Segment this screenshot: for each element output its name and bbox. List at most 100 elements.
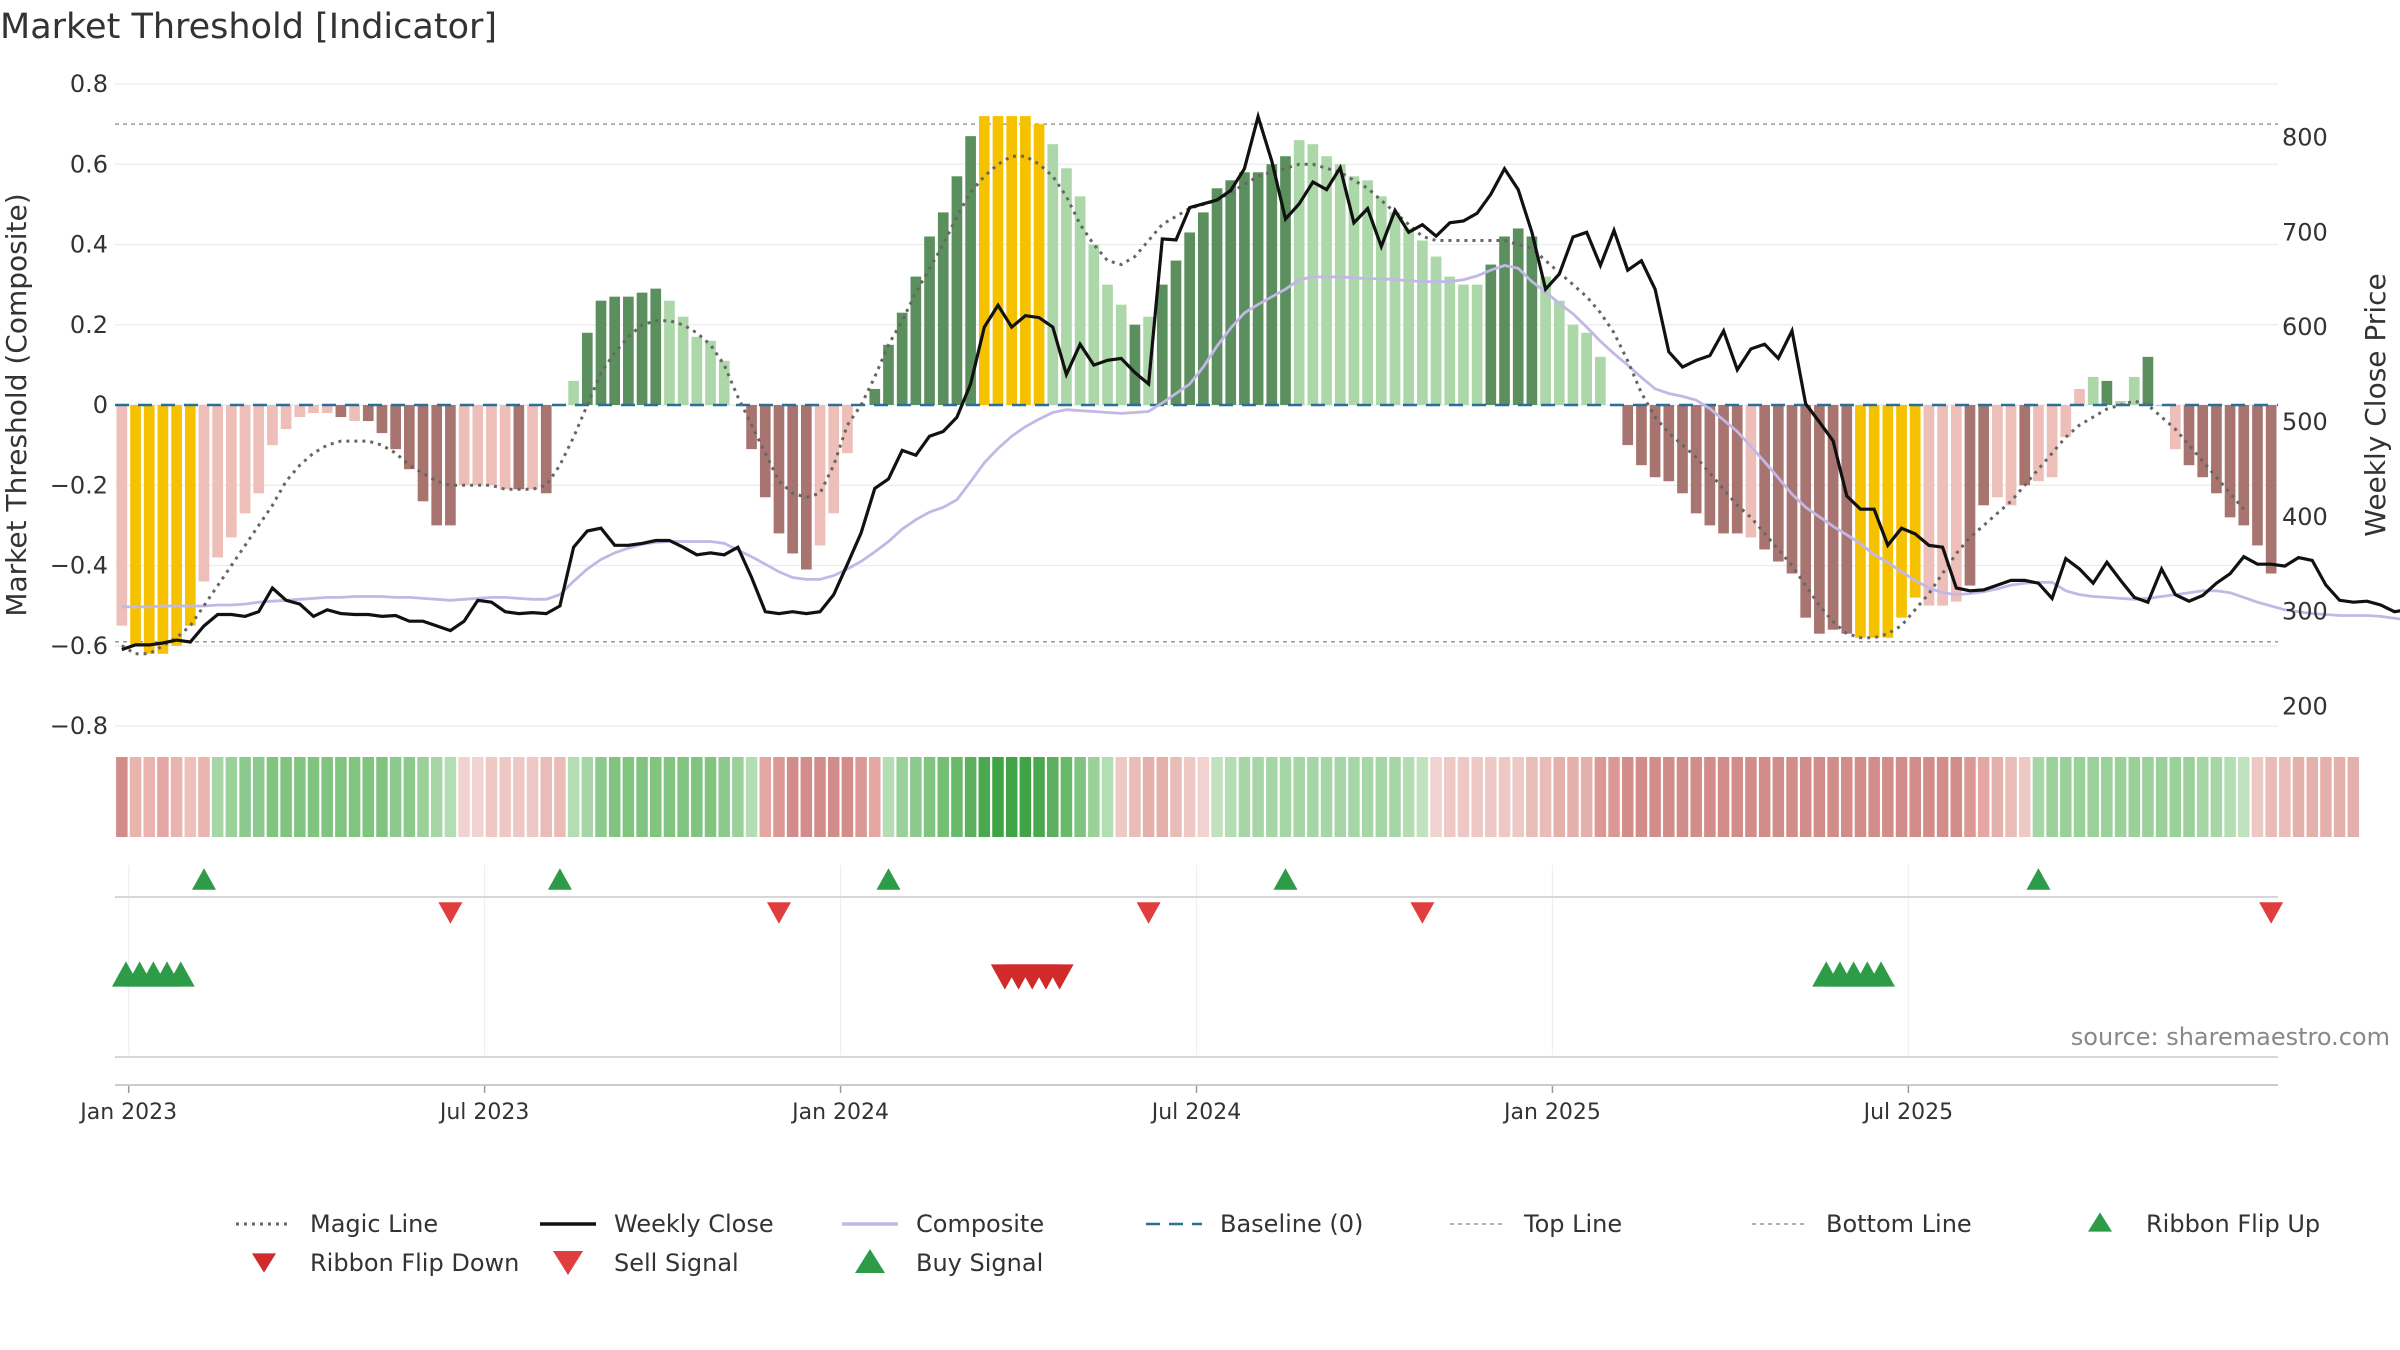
ribbon-cell [773,757,785,837]
ribbon-cell [1813,757,1826,837]
legend-swatch [553,1251,583,1275]
ribbon-cell [1512,757,1524,837]
y-left-tick-label: −0.2 [50,471,108,499]
ribbon-cell [362,757,375,837]
ribbon-cell [745,757,758,837]
composite-bar [1540,276,1551,405]
composite-bar [1102,284,1113,405]
ribbon-cell [1909,757,1921,837]
legend-label: Weekly Close [614,1210,774,1238]
composite-bar [718,360,730,405]
ribbon-cell [554,757,566,837]
composite-bar [1321,156,1332,405]
composite-bar [1855,405,1866,638]
ribbon-cell [2018,757,2031,837]
ribbon-cell [294,757,306,837]
composite-bar [828,405,840,514]
legend-item: Buy Signal [855,1249,1043,1277]
composite-bar [1143,316,1154,405]
ribbon-cell [1758,757,1771,837]
composite-bar [1417,240,1428,405]
ribbon-cell [1704,757,1716,837]
y-left-tick-label: 0.8 [70,70,108,98]
ribbon-cell [2183,757,2195,837]
ribbon-cell [513,757,525,837]
ribbon-cell [417,757,429,837]
ribbon-cell [499,757,511,837]
ribbon-cell [1854,757,1867,837]
ribbon-cell [2320,757,2332,837]
ribbon-cell [1663,757,1675,837]
ribbon-cell [608,757,621,837]
composite-bar [1252,172,1264,405]
ribbon-cell [1977,757,1990,837]
composite-bar [540,405,552,494]
ribbon-cell [2306,757,2318,837]
ribbon-cell [444,757,457,837]
buy-signal-marker [547,868,572,890]
ribbon-cell [1444,757,1456,837]
ribbon-cell [540,757,552,837]
ribbon-cell [143,757,155,837]
legend-item: Magic Line [236,1210,438,1238]
composite-bar [2224,405,2236,518]
ribbon-cell [348,757,361,837]
ribbon-cell [1608,757,1620,837]
composite-bar [1170,260,1182,405]
composite-bar [1239,172,1250,405]
ribbon-cell [472,757,484,837]
ribbon-cell [157,757,169,837]
composite-bar [212,405,224,558]
y-left-tick-label: 0.2 [70,311,108,339]
ribbon-cell [458,757,470,837]
composite-bar [800,405,812,570]
ribbon-cell [2265,757,2277,837]
composite-bar [705,340,716,405]
composite-bar [2238,405,2250,526]
composite-bar [1923,405,1935,606]
legend: Magic Line Weekly Close Composite Baseline … [236,1210,2320,1277]
composite-bar [2115,400,2126,405]
x-tick-label: Jan 2024 [790,1100,889,1125]
composite-bar [335,405,347,418]
ribbon-cell [2224,757,2236,837]
y-left-tick-label: 0.6 [70,150,108,178]
composite-bar [1950,405,1962,602]
legend-item: Top Line [1450,1210,1622,1238]
ribbon-cell [841,757,854,837]
composite-bar [1280,156,1291,405]
composite-bar [1553,300,1565,405]
legend-label: Sell Signal [614,1249,739,1277]
ribbon-cell [910,757,922,837]
chart-title: Market Threshold [Indicator] [0,7,497,47]
composite-bar [2183,405,2195,466]
ribbon-cell [1170,757,1182,837]
legend-item: Sell Signal [553,1249,739,1277]
composite-bar [1827,405,1839,630]
composite-bar [568,380,579,405]
ribbon-cell [1033,757,1045,837]
composite-bar [1772,405,1784,562]
ribbon-cell [1060,757,1073,837]
ribbon-cell [636,757,648,837]
composite-bar [773,405,785,534]
composite-bar [1047,144,1059,405]
buy-signal-marker [1273,868,1298,890]
ribbon-cell [2087,757,2099,837]
signal-panels [111,868,2284,1086]
ribbon-cell [1375,757,1388,837]
ribbon-flip-down-marker [1045,964,1074,990]
composite-bar [1348,176,1360,405]
ribbon-cell [978,757,991,837]
composite-bar [157,405,169,654]
composite-bar [1334,164,1346,405]
legend-item: Bottom Line [1752,1210,1972,1238]
x-tick-label: Jul 2025 [1862,1100,1954,1125]
ribbon-cell [1895,757,1908,837]
ribbon-strip [116,757,2360,837]
composite-bar [499,405,511,490]
ribbon-flip-up-marker [166,961,195,987]
legend-label: Ribbon Flip Down [310,1249,519,1277]
sell-signal-marker [438,902,463,924]
legend-item: Ribbon Flip Up [2088,1210,2320,1238]
